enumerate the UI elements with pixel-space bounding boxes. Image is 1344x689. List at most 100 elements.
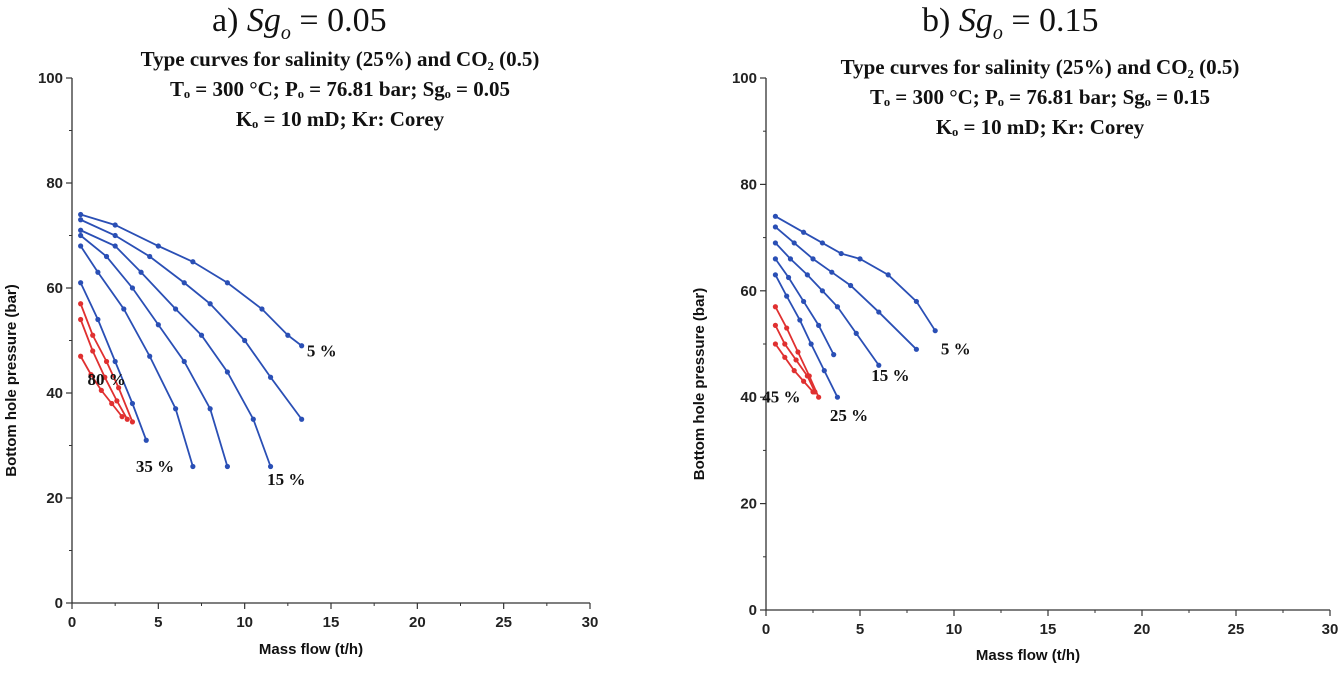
data-point: [116, 385, 122, 391]
panel-a-variable: Sg: [246, 2, 281, 39]
data-point: [772, 272, 778, 278]
data-point: [853, 330, 859, 336]
data-point: [143, 437, 149, 443]
data-point: [785, 274, 792, 281]
data-point: [804, 272, 810, 278]
data-point: [112, 232, 118, 239]
series-line: [80, 229, 272, 467]
data-point: [782, 341, 788, 347]
y-tick-label: 80: [740, 176, 757, 193]
data-point: [784, 293, 790, 299]
data-point: [797, 317, 803, 323]
data-point: [791, 240, 797, 246]
data-point: [129, 419, 136, 425]
curve-label: 5 %: [941, 340, 971, 359]
data-point: [831, 352, 837, 358]
data-point: [857, 256, 863, 262]
data-point: [224, 463, 230, 470]
data-point: [784, 325, 790, 331]
data-point: [299, 343, 305, 349]
data-point: [78, 227, 84, 233]
chart-title-line: Kₒ = 10 mD; Kr: Corey: [236, 107, 445, 131]
data-point: [793, 357, 799, 363]
panel-b-value: = 0.15: [1011, 2, 1099, 39]
data-point: [78, 217, 84, 223]
data-point: [838, 250, 844, 257]
data-point: [876, 309, 882, 315]
data-point: [190, 463, 196, 470]
data-point: [782, 354, 788, 360]
panel-a-label: a): [212, 2, 239, 39]
data-point: [816, 394, 822, 400]
series-line: [80, 213, 303, 347]
data-point: [147, 253, 153, 260]
data-point: [78, 232, 84, 239]
data-point: [88, 372, 94, 378]
x-tick-label: 0: [762, 621, 770, 638]
data-point: [173, 306, 179, 312]
data-point: [913, 298, 919, 305]
x-tick-label: 20: [409, 614, 426, 631]
data-point: [129, 285, 136, 291]
panel-b-title: b) Sgo = 0.15: [922, 2, 1099, 45]
panel-a-title: a) Sgo = 0.05: [212, 2, 387, 45]
data-point: [804, 373, 810, 379]
data-point: [78, 301, 84, 307]
x-tick-label: 5: [154, 614, 162, 631]
data-point: [772, 304, 778, 310]
series-line: [79, 245, 194, 467]
data-point: [250, 416, 256, 422]
data-point: [816, 322, 822, 328]
data-point: [834, 394, 841, 400]
x-tick-label: 25: [1228, 621, 1245, 638]
y-tick-label: 60: [740, 283, 757, 300]
y-tick-label: 0: [749, 602, 757, 619]
curve-label: 15 %: [871, 366, 909, 385]
panel-a-subscript: o: [280, 21, 291, 44]
y-tick-label: 60: [46, 280, 63, 297]
y-tick-label: 40: [46, 385, 63, 402]
x-tick-label: 10: [236, 614, 253, 631]
x-tick-label: 15: [1040, 621, 1057, 638]
y-tick-label: 100: [38, 70, 63, 87]
data-point: [155, 322, 161, 328]
data-point: [885, 272, 891, 278]
curve-label: 35 %: [136, 457, 174, 476]
data-point: [259, 306, 265, 312]
data-point: [224, 280, 230, 286]
data-point: [772, 213, 778, 219]
data-point: [78, 211, 84, 218]
data-point: [267, 463, 274, 470]
y-tick-label: 20: [740, 496, 757, 513]
data-point: [808, 341, 814, 347]
x-tick-label: 0: [68, 614, 76, 631]
data-point: [112, 358, 118, 365]
data-point: [876, 362, 882, 368]
chart-title-line: Kₒ = 10 mD; Kr: Corey: [936, 115, 1145, 139]
data-point: [829, 269, 835, 275]
data-point: [124, 416, 130, 422]
data-point: [772, 240, 778, 246]
chart-title-line: Type curves for salinity (25%) and CO₂ (…: [141, 47, 540, 71]
y-tick-label: 100: [732, 70, 757, 87]
series-line: [80, 218, 303, 420]
data-point: [181, 358, 187, 365]
chart-b: 0 20 40 60 80 100 0 5 10 15 20 25 30 Mass flow (t/h) B…: [691, 55, 1338, 664]
data-point: [801, 298, 807, 305]
data-point: [78, 353, 84, 359]
data-point: [810, 389, 816, 395]
chart-title-line: Type curves for salinity (25%) and CO₂ (…: [841, 55, 1240, 79]
data-point: [299, 416, 305, 422]
data-point: [772, 256, 778, 262]
data-point: [129, 400, 136, 407]
x-tick-label: 5: [856, 621, 864, 638]
data-point: [102, 374, 108, 380]
x-tick-label: 25: [495, 614, 512, 631]
data-point: [801, 229, 807, 235]
data-point: [267, 374, 274, 380]
data-point: [834, 304, 841, 310]
series-line: [774, 274, 839, 398]
series-line: [774, 226, 918, 350]
data-point: [95, 269, 101, 275]
data-point: [173, 406, 179, 412]
